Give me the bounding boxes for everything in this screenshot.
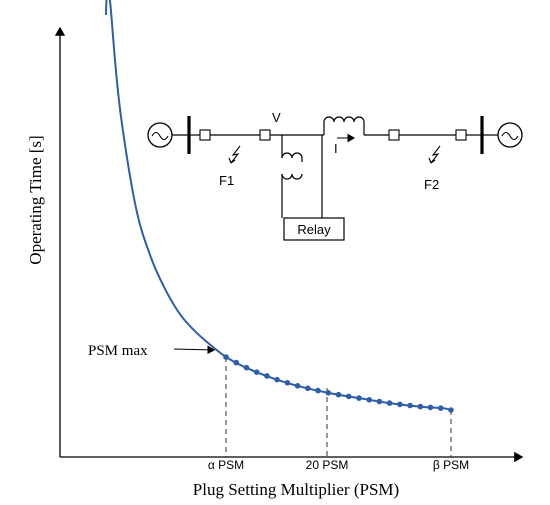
curve-marker (315, 387, 321, 394)
relay-label: Relay (297, 222, 331, 237)
curve-marker (284, 380, 291, 386)
fault-right-label: F2 (424, 177, 439, 192)
voltage-transformer-icon (281, 152, 303, 159)
curve-marker (376, 398, 383, 405)
curve-marker (366, 397, 373, 403)
x-tick-label: 20 PSM (306, 458, 349, 472)
breaker-4 (455, 129, 467, 141)
x-axis-label: Plug Setting Multiplier (PSM) (193, 480, 399, 499)
curve-marker (223, 354, 229, 360)
fault-left-icon (230, 145, 241, 164)
curve-marker (356, 395, 362, 401)
breaker-3 (388, 129, 400, 141)
x-tick-label: β PSM (433, 458, 469, 472)
curve-marker (345, 393, 352, 400)
breaker-1 (199, 129, 211, 141)
curve-marker (264, 373, 270, 379)
curve-marker (397, 401, 403, 408)
curve-marker (427, 404, 434, 411)
curve-marker (438, 405, 444, 411)
psm-max-label: PSM max (88, 343, 148, 359)
curve-marker (294, 383, 301, 389)
curve-marker (274, 376, 280, 383)
curve-marker (233, 359, 239, 366)
curve-marker (448, 407, 454, 413)
curve-marker (253, 369, 260, 376)
curve-markers (223, 354, 454, 413)
current-transformer-icon (323, 116, 365, 123)
curve-marker (243, 364, 250, 371)
single-line-diagram: V I Relay F1 F2 (147, 110, 523, 241)
curve-marker (407, 402, 413, 409)
current-label: I (334, 141, 338, 156)
curve-marker (325, 390, 332, 396)
y-axis-label: Operating Time [s] (26, 135, 45, 264)
fault-right-icon (430, 145, 441, 164)
breaker-2 (259, 129, 271, 141)
relay-box (283, 217, 345, 241)
psm-max-arrow (173, 345, 216, 355)
tcc-curve (105, 0, 452, 411)
x-tick-label: α PSM (208, 458, 244, 472)
curve-marker (335, 391, 342, 398)
fault-left-label: F1 (219, 173, 234, 188)
curve-marker (386, 400, 393, 406)
voltage-label: V (272, 110, 281, 125)
curve-marker (305, 385, 311, 392)
curve-marker (417, 403, 424, 410)
